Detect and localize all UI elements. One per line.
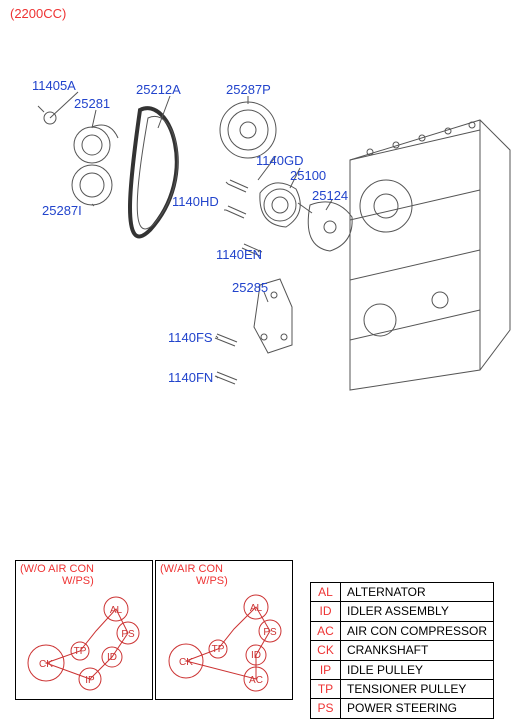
legend-code: ID	[311, 602, 341, 621]
routing-box-ac: (W/AIR CON W/PS) CK TP ID AC AL PS	[155, 560, 293, 700]
svg-text:PS: PS	[121, 629, 135, 640]
legend-value: ALTERNATOR	[341, 583, 494, 602]
svg-text:ID: ID	[251, 650, 261, 661]
callout-1140FN: 1140FN	[168, 370, 213, 385]
legend-row: IDIDLER ASSEMBLY	[311, 602, 494, 621]
svg-text:TP: TP	[74, 646, 87, 657]
routing-box-noac: (W/O AIR CON W/PS) CK TP ID IP AL PS	[15, 560, 153, 700]
svg-text:CK: CK	[179, 657, 193, 668]
callout-25287I: 25287I	[42, 203, 82, 218]
exploded-diagram	[0, 0, 532, 460]
callout-1140HD: 1140HD	[172, 194, 219, 209]
legend-value: CRANKSHAFT	[341, 641, 494, 660]
callout-11405A: 11405A	[32, 78, 76, 93]
legend-value: TENSIONER PULLEY	[341, 679, 494, 698]
legend-code: AC	[311, 621, 341, 640]
legend-row: ALALTERNATOR	[311, 583, 494, 602]
callout-25124: 25124	[312, 188, 348, 203]
svg-text:AL: AL	[250, 603, 263, 614]
legend-value: IDLER ASSEMBLY	[341, 602, 494, 621]
callout-25285: 25285	[232, 280, 268, 295]
callout-25100: 25100	[290, 168, 326, 183]
legend-row: CKCRANKSHAFT	[311, 641, 494, 660]
legend-row: TPTENSIONER PULLEY	[311, 679, 494, 698]
callout-1140GD: 1140GD	[256, 153, 303, 168]
legend-row: IPIDLE PULLEY	[311, 660, 494, 679]
callout-25212A: 25212A	[136, 82, 181, 97]
legend-value: AIR CON COMPRESSOR	[341, 621, 494, 640]
legend-code: IP	[311, 660, 341, 679]
svg-text:CK: CK	[39, 659, 53, 670]
svg-text:IP: IP	[85, 675, 95, 686]
legend-code: AL	[311, 583, 341, 602]
legend-code: CK	[311, 641, 341, 660]
legend-row: ACAIR CON COMPRESSOR	[311, 621, 494, 640]
callout-1140EN: 1140EN	[216, 247, 262, 262]
legend-code: PS	[311, 699, 341, 718]
svg-text:ID: ID	[107, 652, 117, 663]
svg-text:TP: TP	[212, 644, 225, 655]
callout-25287P: 25287P	[226, 82, 271, 97]
callout-1140FS: 1140FS	[168, 330, 213, 345]
legend-table: ALALTERNATOR IDIDLER ASSEMBLY ACAIR CON …	[310, 582, 494, 719]
legend-value: POWER STEERING	[341, 699, 494, 718]
callout-25281: 25281	[74, 96, 110, 111]
svg-text:PS: PS	[263, 627, 277, 638]
legend-value: IDLE PULLEY	[341, 660, 494, 679]
routing-svg-2: CK TP ID AC AL PS	[156, 561, 294, 701]
svg-text:AL: AL	[110, 605, 123, 616]
legend-code: TP	[311, 679, 341, 698]
svg-text:AC: AC	[249, 675, 263, 686]
legend-row: PSPOWER STEERING	[311, 699, 494, 718]
routing-svg-1: CK TP ID IP AL PS	[16, 561, 154, 701]
